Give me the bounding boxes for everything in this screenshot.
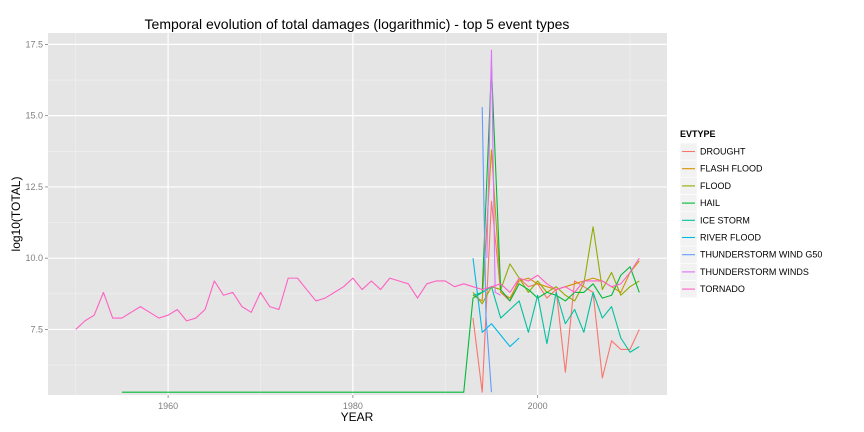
legend-label: DROUGHT [700,147,746,157]
grid-major [48,33,667,395]
legend-label: HAIL [700,198,720,208]
series-line-tornado [75,257,640,330]
legend-item-flood: FLOOD [679,177,732,195]
series-line-ice-storm [472,286,640,353]
legend-label: ICE STORM [700,215,750,225]
legend-title: EVTYPE [680,129,716,139]
y-tick-label: 15.0 [25,111,43,121]
legend-label: RIVER FLOOD [700,233,762,243]
y-tick-label: 10.0 [25,253,43,263]
legend-item-river-flood: RIVER FLOOD [679,228,762,247]
legend-label: TORNADO [700,284,745,294]
y-tick-label: 7.5 [30,324,43,334]
ticks-layer: 1960 1980 2000 7.5 10.0 12.5 15.0 17.5 [25,39,547,411]
x-axis-title: YEAR [341,410,374,424]
x-tick-label: 1960 [158,401,178,411]
series-line-river-flood [472,258,520,348]
legend-label: THUNDERSTORM WINDS [700,267,809,277]
legend-item-flash-flood: FLASH FLOOD [679,159,763,178]
legend-label: THUNDERSTORM WIND G50 [700,250,822,260]
y-tick-label: 12.5 [25,182,43,192]
y-tick-label: 17.5 [25,39,43,49]
chart-title: Temporal evolution of total damages (log… [145,16,570,32]
legend-item-hail: HAIL [679,194,720,212]
x-tick-label: 2000 [528,401,548,411]
legend-items: DROUGHT FLASH FLOOD FLOOD HAIL ICE STORM RIVE… [679,142,822,298]
legend-item-tornado: TORNADO [679,280,745,298]
plot-panel [48,33,667,395]
y-axis-title: log10(TOTAL) [9,177,23,252]
series-line-thunderstorm-wind-g50 [481,107,493,393]
series-line-hail [121,66,640,393]
legend-label: FLASH FLOOD [700,164,763,174]
x-tick-label: 1980 [343,401,363,411]
legend-label: FLOOD [700,181,732,191]
series-line-thunderstorm-winds [486,49,501,296]
legend: EVTYPE DROUGHT FLASH FLOOD FLOOD HAIL ICE ST… [679,129,822,298]
series-layer [75,49,640,393]
